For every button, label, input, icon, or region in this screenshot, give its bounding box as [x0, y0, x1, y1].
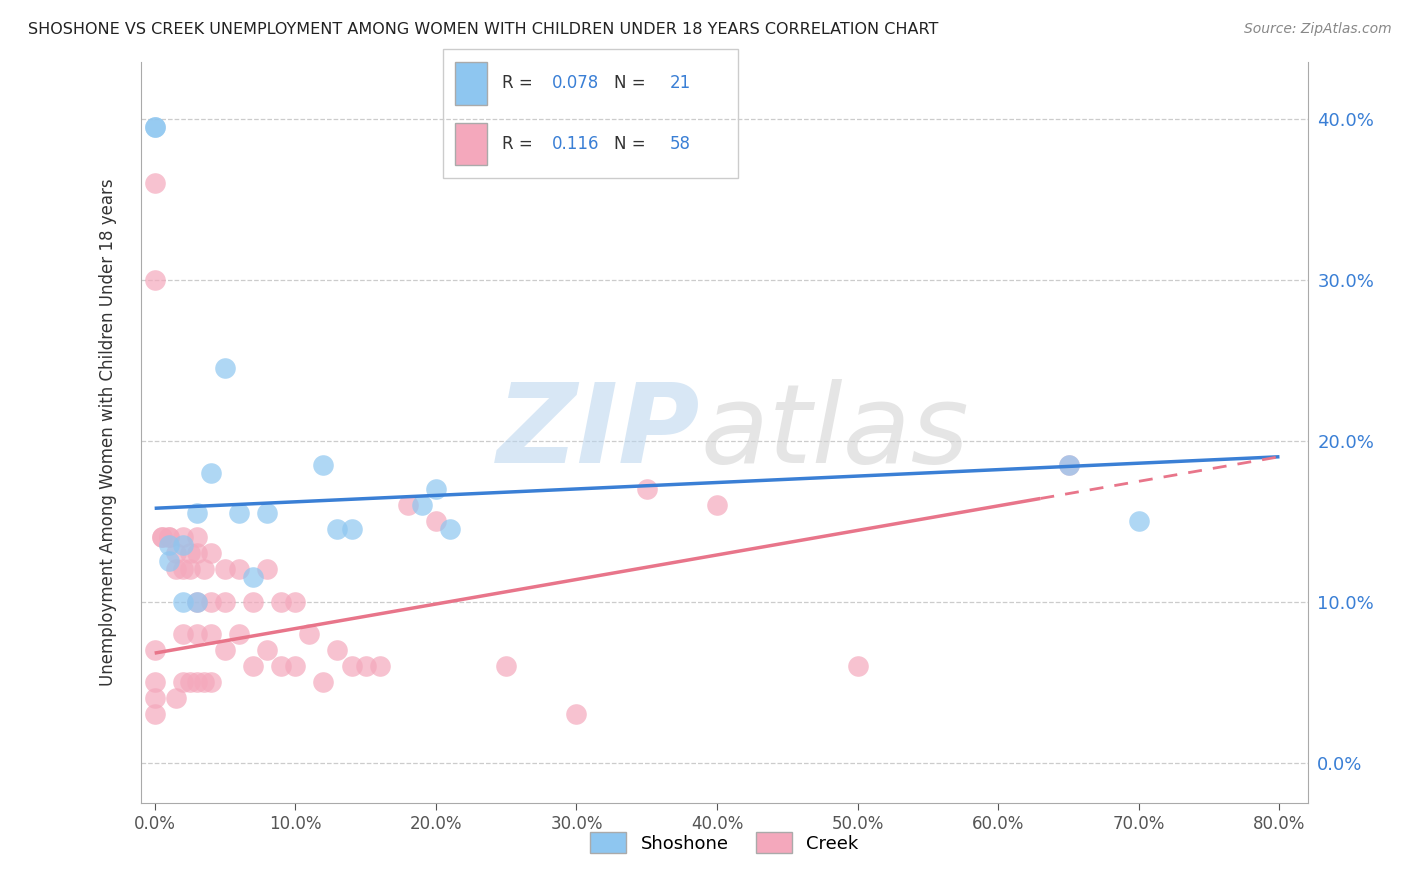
Point: [242, 570, 264, 584]
Point: [179, 562, 201, 576]
Point: [157, 530, 180, 544]
Point: [256, 562, 278, 576]
Point: [165, 546, 187, 560]
Point: [256, 643, 278, 657]
Point: [165, 562, 187, 576]
Point: [172, 538, 194, 552]
Point: [228, 562, 250, 576]
Text: 58: 58: [671, 135, 692, 153]
Point: [284, 594, 307, 608]
Point: [143, 120, 166, 134]
Point: [411, 498, 433, 512]
Legend: Shoshone, Creek: Shoshone, Creek: [582, 825, 866, 861]
FancyBboxPatch shape: [454, 62, 486, 104]
Point: [186, 594, 208, 608]
Text: R =: R =: [502, 74, 533, 93]
Point: [150, 530, 173, 544]
Point: [186, 594, 208, 608]
Point: [242, 659, 264, 673]
Text: 0.078: 0.078: [553, 74, 599, 93]
Point: [340, 522, 363, 536]
Point: [312, 675, 335, 690]
Point: [425, 482, 447, 496]
Point: [1057, 458, 1080, 472]
FancyBboxPatch shape: [454, 123, 486, 166]
Point: [193, 562, 215, 576]
Point: [495, 659, 517, 673]
Point: [1057, 458, 1080, 472]
Point: [312, 458, 335, 472]
Point: [846, 659, 869, 673]
Point: [284, 659, 307, 673]
Point: [143, 176, 166, 190]
Text: 21: 21: [671, 74, 692, 93]
Text: N =: N =: [614, 135, 645, 153]
Point: [636, 482, 658, 496]
Point: [172, 675, 194, 690]
Text: 0.116: 0.116: [553, 135, 599, 153]
Point: [172, 627, 194, 641]
Point: [179, 546, 201, 560]
Point: [270, 659, 292, 673]
Point: [326, 643, 349, 657]
Point: [150, 530, 173, 544]
Point: [565, 707, 588, 722]
Point: [186, 506, 208, 520]
Point: [165, 691, 187, 706]
Point: [200, 546, 222, 560]
Point: [228, 506, 250, 520]
Point: [340, 659, 363, 673]
Point: [298, 627, 321, 641]
Point: [326, 522, 349, 536]
Point: [157, 554, 180, 568]
Point: [172, 562, 194, 576]
Point: [186, 546, 208, 560]
Point: [186, 530, 208, 544]
Point: [143, 643, 166, 657]
Point: [242, 594, 264, 608]
Point: [186, 627, 208, 641]
Point: [200, 627, 222, 641]
Point: [143, 691, 166, 706]
Point: [200, 594, 222, 608]
Point: [143, 707, 166, 722]
Point: [214, 594, 236, 608]
Text: N =: N =: [614, 74, 645, 93]
Text: ZIP: ZIP: [498, 379, 700, 486]
Point: [425, 514, 447, 528]
Text: SHOSHONE VS CREEK UNEMPLOYMENT AMONG WOMEN WITH CHILDREN UNDER 18 YEARS CORRELAT: SHOSHONE VS CREEK UNEMPLOYMENT AMONG WOM…: [28, 22, 938, 37]
Point: [214, 643, 236, 657]
Point: [143, 120, 166, 134]
Point: [186, 675, 208, 690]
Point: [143, 273, 166, 287]
Text: R =: R =: [502, 135, 533, 153]
Point: [256, 506, 278, 520]
Point: [172, 594, 194, 608]
Point: [396, 498, 419, 512]
Point: [172, 530, 194, 544]
Y-axis label: Unemployment Among Women with Children Under 18 years: Unemployment Among Women with Children U…: [98, 178, 117, 687]
Point: [706, 498, 728, 512]
Point: [200, 675, 222, 690]
Point: [157, 530, 180, 544]
Point: [193, 675, 215, 690]
Text: Source: ZipAtlas.com: Source: ZipAtlas.com: [1244, 22, 1392, 37]
Point: [200, 466, 222, 480]
Point: [214, 562, 236, 576]
Point: [143, 675, 166, 690]
Point: [354, 659, 377, 673]
Point: [270, 594, 292, 608]
Point: [214, 361, 236, 376]
Text: atlas: atlas: [700, 379, 969, 486]
Point: [1128, 514, 1150, 528]
Point: [179, 675, 201, 690]
Point: [157, 538, 180, 552]
Point: [368, 659, 391, 673]
Point: [228, 627, 250, 641]
Point: [439, 522, 461, 536]
